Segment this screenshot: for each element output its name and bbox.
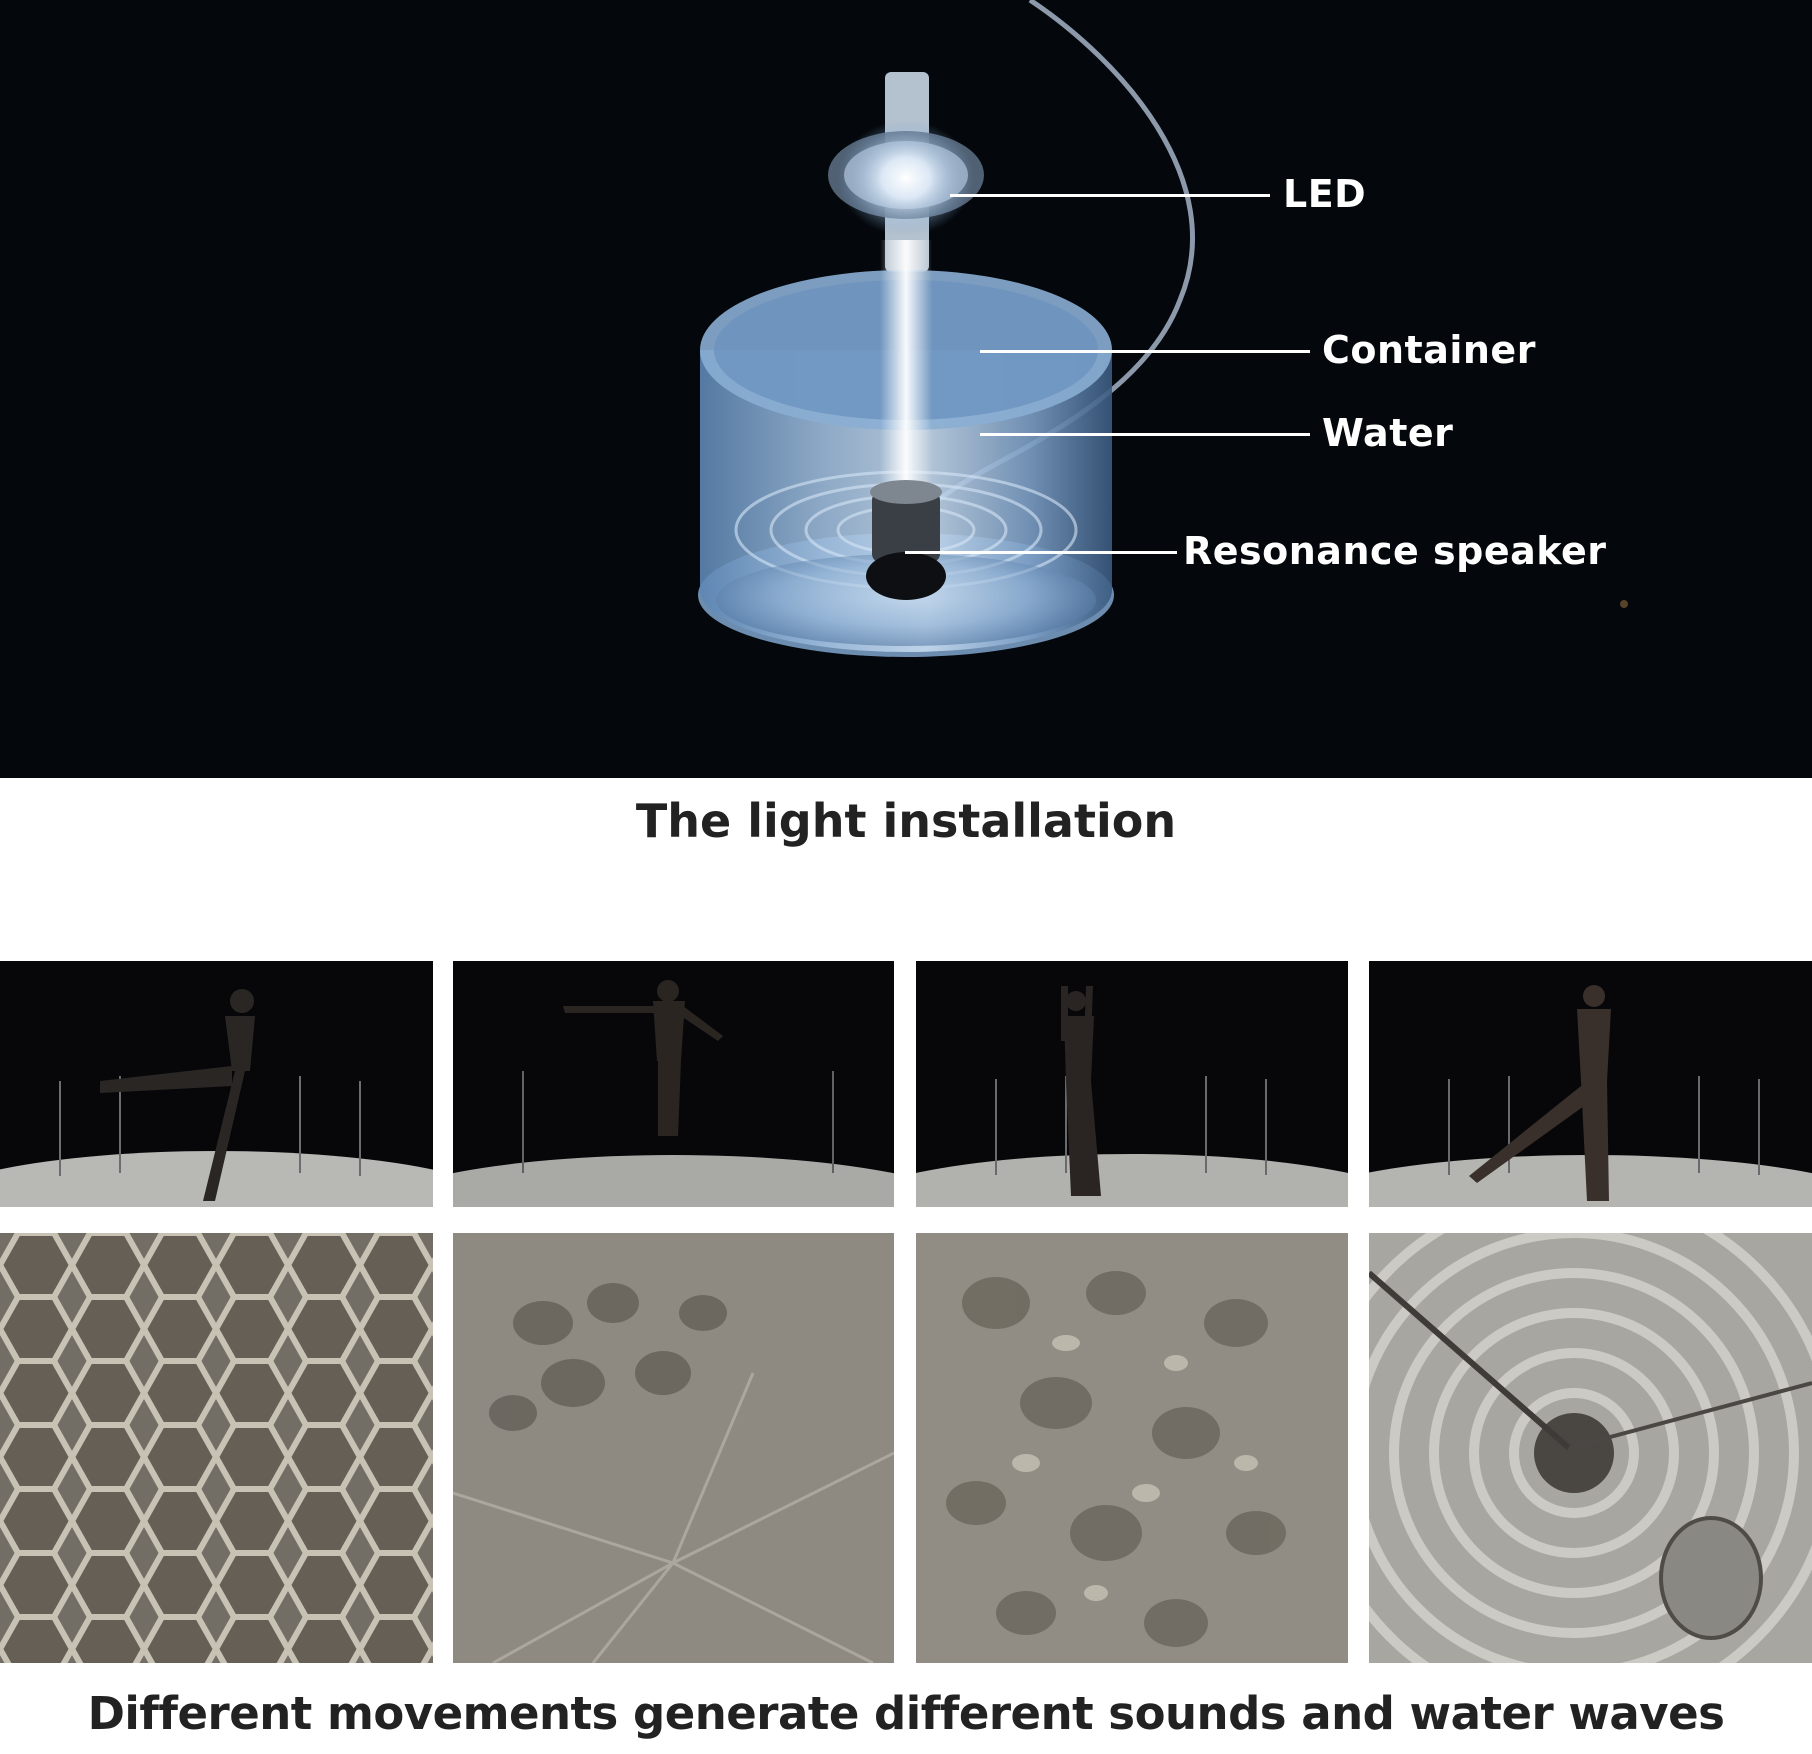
installation-illustration bbox=[698, 0, 1628, 657]
dancer-figure bbox=[1061, 986, 1101, 1196]
container-label: Container bbox=[1322, 328, 1536, 372]
caustic-pattern bbox=[0, 1233, 433, 1663]
led-leader-line bbox=[950, 194, 1270, 197]
led-label: LED bbox=[1283, 172, 1367, 216]
performance-frame-3 bbox=[916, 961, 1348, 1207]
water-frame-3 bbox=[916, 1233, 1348, 1663]
installation-caption: The light installation bbox=[635, 794, 1177, 848]
water-leader-line bbox=[980, 433, 1310, 436]
water-frame-4 bbox=[1369, 1233, 1812, 1663]
radial-blur-pattern bbox=[453, 1283, 894, 1663]
speaker-label: Resonance speaker bbox=[1183, 529, 1607, 573]
water-frame-1 bbox=[0, 1233, 433, 1663]
water-frame-2 bbox=[453, 1233, 894, 1663]
speaker-cone bbox=[866, 552, 946, 600]
scattered-ripple-pattern bbox=[946, 1271, 1286, 1647]
container-leader-line bbox=[980, 350, 1310, 353]
performance-frame-2 bbox=[453, 961, 894, 1207]
light-installation-photo: LED Container Water Resonance speaker bbox=[0, 0, 1812, 778]
dancer-figure bbox=[563, 980, 723, 1136]
speaker-leader-line bbox=[905, 551, 1177, 554]
performance-frame-1 bbox=[0, 961, 433, 1207]
dancer-figure bbox=[100, 989, 255, 1201]
led-glow bbox=[838, 120, 974, 236]
performance-frame-4 bbox=[1369, 961, 1812, 1207]
speaker-body bbox=[872, 492, 940, 562]
concentric-ring-pattern bbox=[1369, 1233, 1812, 1663]
water-label: Water bbox=[1322, 411, 1454, 455]
movement-caption: Different movements generate different s… bbox=[87, 1687, 1725, 1740]
dancer-figure bbox=[1469, 985, 1611, 1201]
light-beam bbox=[880, 240, 932, 520]
